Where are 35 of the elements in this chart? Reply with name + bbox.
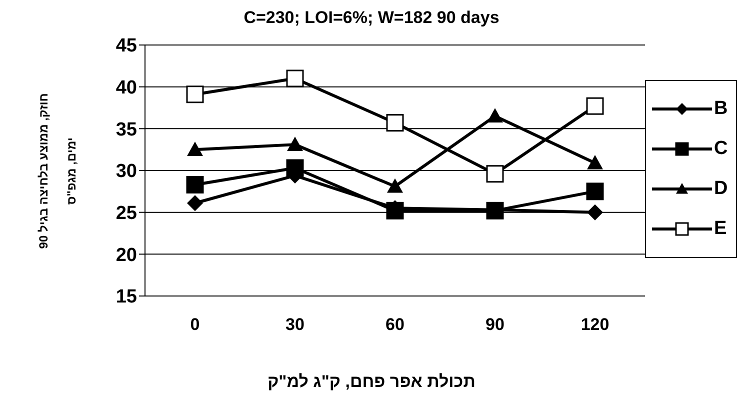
y-axis-title: חוזק, ממוצע בלחיצה בגיל 90 ימים, מגפ"ס (36, 92, 80, 248)
x-tick-label: 0 (190, 315, 200, 334)
point (486, 165, 504, 183)
point (286, 159, 304, 177)
point (386, 202, 404, 220)
x-axis-title: תכולת אפר פחם, ק"ג למ"ק (266, 372, 476, 392)
point (586, 182, 604, 200)
y-tick-label: 20 (116, 244, 137, 266)
legend-label: E (714, 218, 727, 240)
point (186, 86, 204, 104)
y-tick-label: 15 (116, 286, 138, 308)
chart-title: C=230; LOI=6%; W=182 90 days (242, 8, 500, 28)
point (386, 114, 404, 132)
legend-label: C (714, 138, 728, 160)
y-tick-label: 30 (116, 161, 137, 182)
legend-label: D (714, 178, 728, 200)
point (187, 195, 203, 212)
point (186, 176, 204, 194)
x-tick-label: 30 (286, 315, 304, 334)
x-tick-label: 90 (486, 315, 504, 334)
point (387, 178, 403, 193)
point (287, 136, 303, 151)
x-tick-label: 120 (580, 315, 610, 334)
y-tick-label: 40 (116, 78, 137, 99)
y-tick-label: 35 (116, 119, 138, 140)
x-tick-label: 60 (386, 315, 404, 334)
y-tick-label: 45 (116, 36, 138, 57)
point (587, 154, 603, 170)
point (586, 97, 604, 115)
point (487, 108, 503, 123)
point (187, 142, 203, 156)
y-tick-label: 25 (116, 203, 138, 224)
point (587, 204, 603, 220)
point (286, 70, 304, 88)
legend-label: B (714, 98, 728, 120)
